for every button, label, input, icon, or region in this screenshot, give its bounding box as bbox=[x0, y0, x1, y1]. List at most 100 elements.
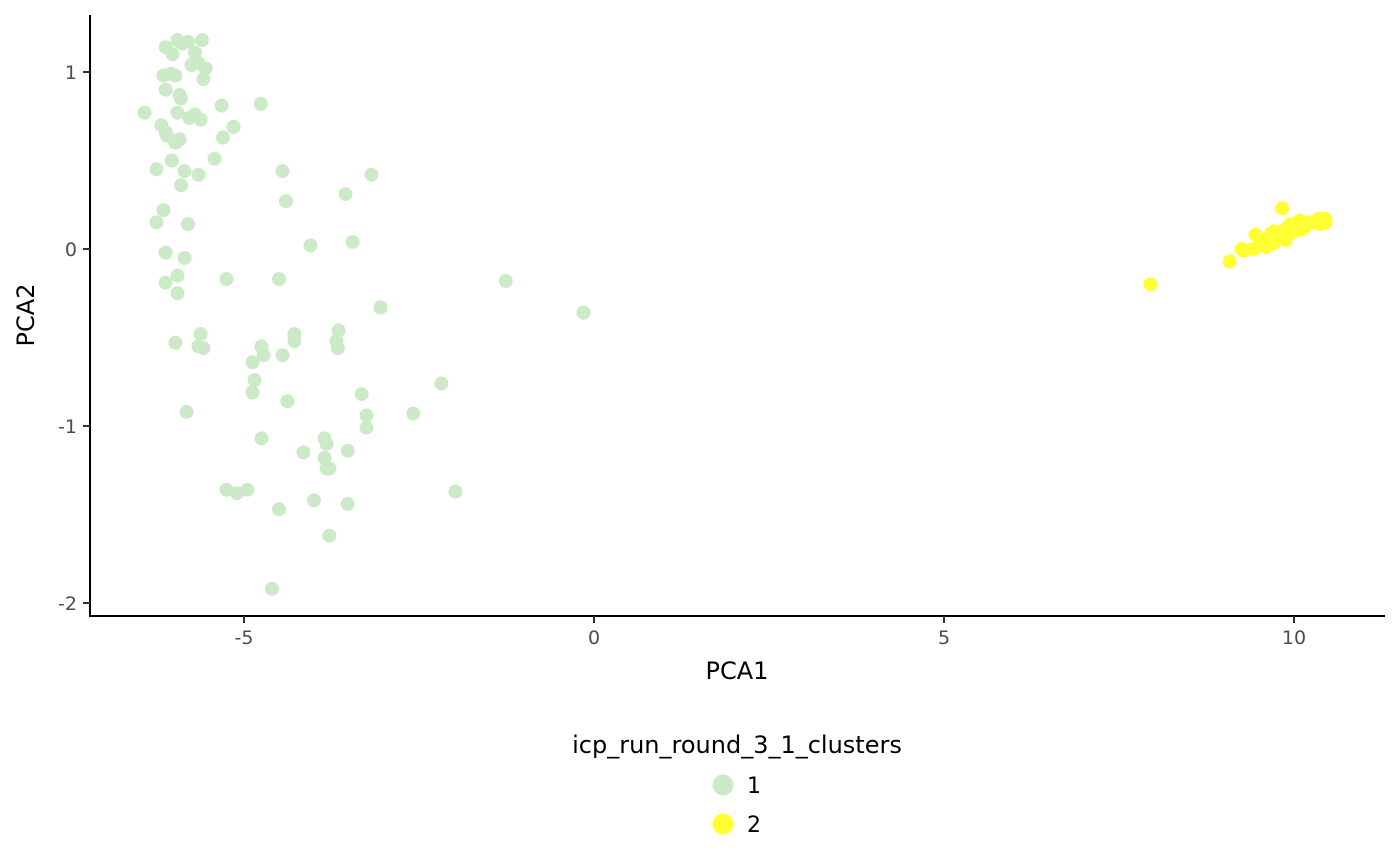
point-cluster-1-12 bbox=[198, 61, 213, 76]
point-cluster-1-47 bbox=[345, 234, 360, 249]
point-cluster-1-74 bbox=[359, 420, 374, 435]
point-cluster-1-63 bbox=[275, 348, 290, 363]
point-cluster-1-42 bbox=[149, 215, 164, 230]
point-cluster-1-30 bbox=[226, 119, 241, 134]
point-cluster-1-28 bbox=[172, 132, 187, 147]
point-cluster-1-23 bbox=[137, 105, 152, 120]
point-cluster-1-46 bbox=[303, 238, 318, 253]
legend-label-1: 1 bbox=[747, 774, 761, 799]
point-cluster-1-69 bbox=[247, 373, 262, 387]
point-cluster-1-34 bbox=[191, 167, 206, 182]
point-cluster-1-73 bbox=[359, 408, 374, 423]
point-cluster-1-83 bbox=[322, 461, 337, 476]
y-tick-label: 1 bbox=[65, 62, 77, 84]
point-cluster-1-9 bbox=[168, 68, 183, 83]
point-cluster-1-20 bbox=[193, 112, 208, 127]
point-cluster-2-31 bbox=[1318, 215, 1333, 230]
y-axis-title: PCA2 bbox=[12, 284, 40, 347]
y-tick-label: -2 bbox=[58, 593, 77, 615]
y-tick-label: -1 bbox=[58, 416, 77, 438]
point-cluster-1-21 bbox=[214, 98, 229, 113]
x-axis-ticks: -5 0 5 10 bbox=[235, 616, 1306, 649]
point-cluster-1-17 bbox=[170, 105, 185, 120]
point-cluster-1-37 bbox=[275, 164, 290, 179]
point-cluster-1-31 bbox=[164, 153, 179, 168]
point-cluster-1-43 bbox=[181, 217, 195, 232]
point-cluster-1-4 bbox=[175, 36, 190, 51]
point-cluster-2-14 bbox=[1275, 201, 1290, 216]
point-cluster-1-81 bbox=[317, 450, 332, 465]
point-cluster-1-13 bbox=[196, 72, 211, 87]
point-cluster-1-36 bbox=[174, 178, 188, 193]
legend-entries: 12 bbox=[712, 774, 761, 838]
point-cluster-1-52 bbox=[272, 272, 286, 287]
point-cluster-1-84 bbox=[296, 445, 311, 460]
point-cluster-1-53 bbox=[498, 273, 513, 288]
point-cluster-1-33 bbox=[177, 164, 192, 179]
x-tick-label: 5 bbox=[938, 627, 950, 649]
point-cluster-1-94 bbox=[265, 581, 279, 596]
point-cluster-1-91 bbox=[340, 496, 355, 511]
y-tick-label: 0 bbox=[65, 239, 77, 261]
x-axis-title: PCA1 bbox=[706, 657, 769, 685]
legend-key-2 bbox=[712, 813, 734, 835]
legend-title: icp_run_round_3_1_clusters bbox=[572, 731, 902, 759]
point-cluster-1-93 bbox=[448, 484, 463, 499]
point-cluster-1-88 bbox=[240, 482, 255, 497]
x-tick-label: 0 bbox=[588, 627, 600, 649]
point-cluster-1-26 bbox=[158, 125, 173, 140]
plot-points bbox=[137, 33, 1333, 596]
y-axis-ticks: 1 0 -1 -2 bbox=[58, 62, 90, 615]
legend-label-2: 2 bbox=[747, 813, 761, 838]
point-cluster-1-45 bbox=[177, 250, 192, 265]
point-cluster-2-34 bbox=[1292, 213, 1307, 228]
point-cluster-1-70 bbox=[245, 385, 260, 400]
point-cluster-1-5 bbox=[188, 45, 202, 60]
point-cluster-1-44 bbox=[158, 245, 173, 260]
point-cluster-1-54 bbox=[576, 305, 591, 320]
point-cluster-1-56 bbox=[168, 335, 183, 350]
point-cluster-1-78 bbox=[254, 431, 269, 446]
point-cluster-1-51 bbox=[219, 272, 234, 287]
point-cluster-1-6 bbox=[165, 47, 180, 62]
point-cluster-1-16 bbox=[174, 91, 188, 106]
point-cluster-1-57 bbox=[193, 327, 208, 341]
x-tick-label: 10 bbox=[1282, 627, 1306, 649]
point-cluster-1-22 bbox=[253, 96, 268, 111]
point-cluster-1-49 bbox=[158, 275, 173, 290]
point-cluster-1-35 bbox=[207, 151, 222, 166]
point-cluster-1-76 bbox=[434, 376, 449, 391]
point-cluster-1-59 bbox=[196, 341, 211, 356]
point-cluster-1-90 bbox=[307, 493, 321, 508]
point-cluster-1-87 bbox=[230, 486, 244, 501]
point-cluster-1-38 bbox=[364, 167, 379, 182]
point-cluster-1-48 bbox=[170, 268, 185, 283]
point-cluster-1-61 bbox=[256, 348, 271, 363]
point-cluster-2-1 bbox=[1222, 254, 1237, 269]
point-cluster-1-92 bbox=[322, 528, 337, 543]
point-cluster-1-40 bbox=[279, 194, 293, 209]
point-cluster-1-85 bbox=[340, 443, 355, 458]
point-cluster-2-32 bbox=[1264, 226, 1279, 241]
point-cluster-1-68 bbox=[330, 341, 345, 356]
legend: icp_run_round_3_1_clusters 12 bbox=[572, 731, 902, 838]
point-cluster-1-32 bbox=[149, 162, 164, 177]
point-cluster-1-89 bbox=[272, 502, 286, 517]
point-cluster-1-80 bbox=[319, 436, 334, 451]
point-cluster-1-72 bbox=[354, 387, 369, 402]
point-cluster-1-39 bbox=[338, 187, 353, 202]
point-cluster-1-86 bbox=[219, 482, 234, 497]
point-cluster-1-41 bbox=[156, 203, 171, 218]
point-cluster-2-33 bbox=[1278, 233, 1293, 248]
point-cluster-1-65 bbox=[287, 334, 302, 348]
point-cluster-1-62 bbox=[245, 355, 260, 370]
legend-key-1 bbox=[712, 774, 734, 796]
point-cluster-1-55 bbox=[373, 300, 388, 315]
point-cluster-2-0 bbox=[1143, 277, 1158, 292]
x-tick-label: -5 bbox=[235, 627, 254, 649]
point-cluster-1-71 bbox=[280, 394, 295, 409]
point-cluster-1-77 bbox=[179, 404, 194, 419]
point-cluster-1-14 bbox=[158, 82, 173, 97]
point-cluster-1-29 bbox=[216, 130, 230, 145]
